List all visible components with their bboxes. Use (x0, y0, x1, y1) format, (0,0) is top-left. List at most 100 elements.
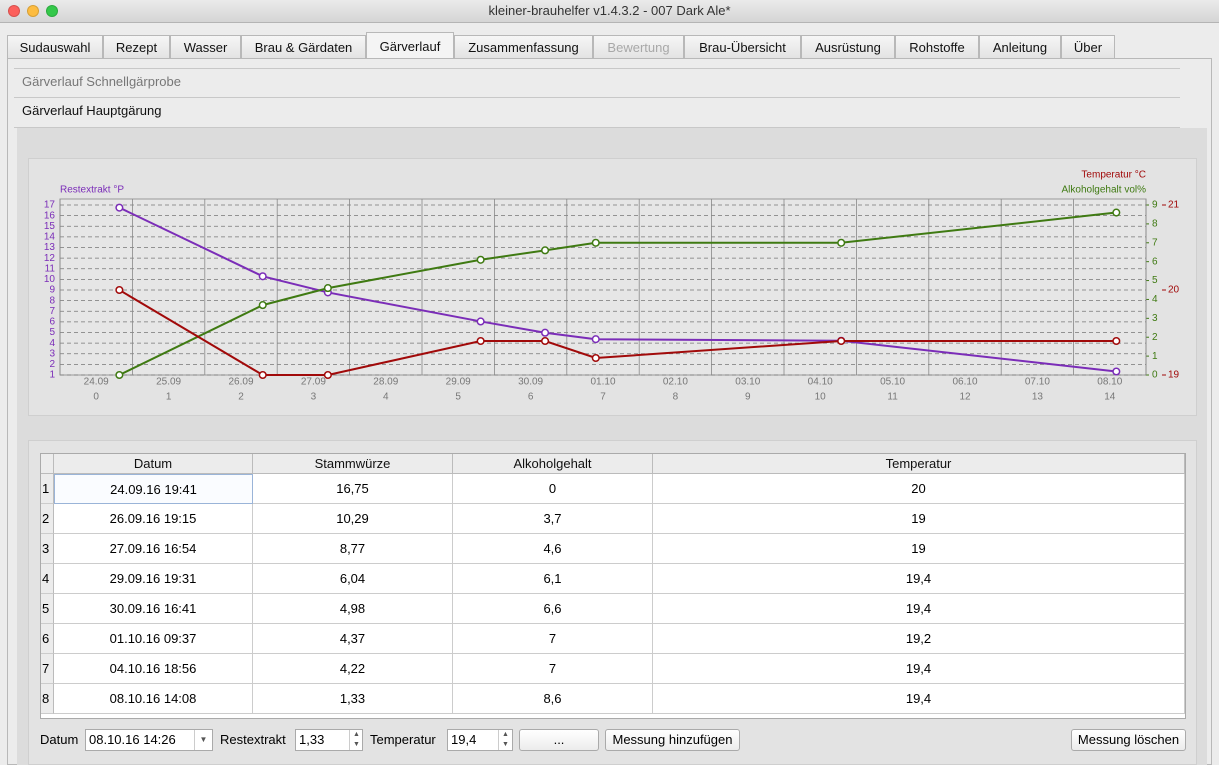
table-cell[interactable]: 1,33 (253, 684, 453, 714)
table-cell[interactable]: 29.09.16 19:31 (54, 564, 253, 594)
table-cell[interactable]: 24.09.16 19:41 (54, 474, 253, 504)
y-tick-label: 8 (49, 295, 55, 306)
table-cell[interactable]: 8,6 (453, 684, 653, 714)
row-number[interactable]: 7 (41, 654, 54, 684)
table-cell[interactable]: 4,98 (253, 594, 453, 624)
y-tick-label: 7 (49, 306, 55, 317)
table-cell[interactable]: 3,7 (453, 504, 653, 534)
table-cell[interactable]: 04.10.16 18:56 (54, 654, 253, 684)
x-tick-label: 24.09 (84, 377, 109, 388)
table-cell[interactable]: 10,29 (253, 504, 453, 534)
table-cell[interactable]: 7 (453, 624, 653, 654)
table-cell[interactable]: 26.09.16 19:15 (54, 504, 253, 534)
table-cell[interactable]: 4,22 (253, 654, 453, 684)
button[interactable]: Messung hinzufügen (605, 729, 740, 751)
table-cell[interactable]: 19,4 (653, 684, 1185, 714)
table-cell[interactable]: 19,4 (653, 594, 1185, 624)
table-cell[interactable]: 27.09.16 16:54 (54, 534, 253, 564)
table-cell[interactable]: 8,77 (253, 534, 453, 564)
x-tick-label: 9 (745, 392, 751, 403)
spin-input[interactable]: 1,33 (295, 729, 363, 751)
tab[interactable]: Gärverlauf (366, 32, 454, 59)
table-cell[interactable]: 16,75 (253, 474, 453, 504)
column-header[interactable]: Temperatur (653, 454, 1185, 474)
row-number[interactable]: 8 (41, 684, 54, 714)
row-number[interactable]: 2 (41, 504, 54, 534)
row-number[interactable]: 1 (41, 474, 54, 504)
table-cell[interactable]: 4,6 (453, 534, 653, 564)
series-line (118, 206, 1117, 373)
tab[interactable]: Ausrüstung (801, 35, 895, 59)
table-cell[interactable]: 20 (653, 474, 1185, 504)
y2-tick-label: 4 (1152, 294, 1158, 305)
tab[interactable]: Rohstoffe (895, 35, 979, 59)
column-header[interactable]: Datum (54, 454, 253, 474)
column-header[interactable]: Alkoholgehalt (453, 454, 653, 474)
table-cell[interactable]: 0 (453, 474, 653, 504)
x-tick-label: 4 (383, 392, 389, 403)
row-number[interactable]: 6 (41, 624, 54, 654)
window-button[interactable] (46, 5, 58, 17)
y-tick-label: 17 (44, 200, 56, 211)
x-tick-label: 8 (673, 392, 679, 403)
window-button[interactable] (8, 5, 20, 17)
table-cell[interactable]: 19 (653, 504, 1185, 534)
data-point (837, 336, 846, 346)
tab[interactable]: Anleitung (979, 35, 1061, 59)
x-tick-label: 01.10 (590, 377, 615, 388)
table-cell[interactable]: 4,37 (253, 624, 453, 654)
y2-tick-label: 2 (1152, 332, 1158, 343)
button[interactable]: Messung löschen (1071, 729, 1186, 751)
table-cell[interactable]: 19 (653, 534, 1185, 564)
table-cell[interactable]: 6,1 (453, 564, 653, 594)
x-tick-label: 3 (311, 392, 317, 403)
table-cell[interactable]: 30.09.16 16:41 (54, 594, 253, 624)
tab[interactable]: Zusammenfassung (454, 35, 593, 59)
x-tick-label: 6 (528, 392, 534, 403)
row-number[interactable]: 5 (41, 594, 54, 624)
y-tick-label: 3 (49, 348, 55, 359)
table-cell[interactable]: 6,6 (453, 594, 653, 624)
tab[interactable]: Brau & Gärdaten (241, 35, 366, 59)
row-number[interactable]: 4 (41, 564, 54, 594)
table-cell[interactable]: 19,4 (653, 654, 1185, 684)
x-tick-label: 06.10 (952, 377, 977, 388)
table-cell[interactable]: 19,2 (653, 624, 1185, 654)
section-header[interactable]: Gärverlauf Schnellgärprobe (14, 68, 1180, 98)
table-cell[interactable]: 19,4 (653, 564, 1185, 594)
spin-arrows: ▲ ▼ (349, 730, 363, 750)
y-tick-label: 6 (49, 317, 55, 328)
section-header[interactable]: Gärverlauf Hauptgärung (14, 98, 1180, 128)
y2-tick-label: 1 (1152, 351, 1158, 362)
tab[interactable]: Sudauswahl (7, 35, 103, 59)
table-cell[interactable]: 7 (453, 654, 653, 684)
date-input[interactable]: 08.10.16 14:26 (85, 729, 213, 751)
column-header[interactable]: Stammwürze (253, 454, 453, 474)
button[interactable]: ... (519, 729, 599, 751)
tab[interactable]: Wasser (170, 35, 241, 59)
data-point (323, 370, 332, 380)
spin-arrows: ▲ ▼ (498, 730, 512, 750)
data-point (591, 238, 600, 247)
table-cell[interactable]: 01.10.16 09:37 (54, 624, 253, 654)
x-tick-label: 11 (887, 392, 898, 403)
row-number[interactable]: 3 (41, 534, 54, 564)
table-cell[interactable]: 6,04 (253, 564, 453, 594)
chart: 1234567891011121314151617012345678919202… (44, 170, 1180, 403)
tab[interactable]: Brau-Übersicht (684, 35, 801, 59)
window-button[interactable] (27, 5, 39, 17)
data-point (476, 255, 485, 264)
table-cell[interactable]: 08.10.16 14:08 (54, 684, 253, 714)
data-point (591, 353, 600, 363)
y3-tick-label: 20 (1168, 285, 1180, 296)
tab[interactable]: Über (1061, 35, 1115, 59)
spin-input[interactable]: 19,4 (447, 729, 513, 751)
data-point (1112, 367, 1121, 376)
data-point (323, 284, 332, 293)
x-tick-label: 0 (93, 392, 99, 403)
x-tick-label: 04.10 (808, 377, 833, 388)
tab[interactable]: Rezept (103, 35, 170, 59)
y-tick-label: 11 (45, 263, 56, 274)
dropdown-arrow: ▼ (194, 730, 212, 750)
